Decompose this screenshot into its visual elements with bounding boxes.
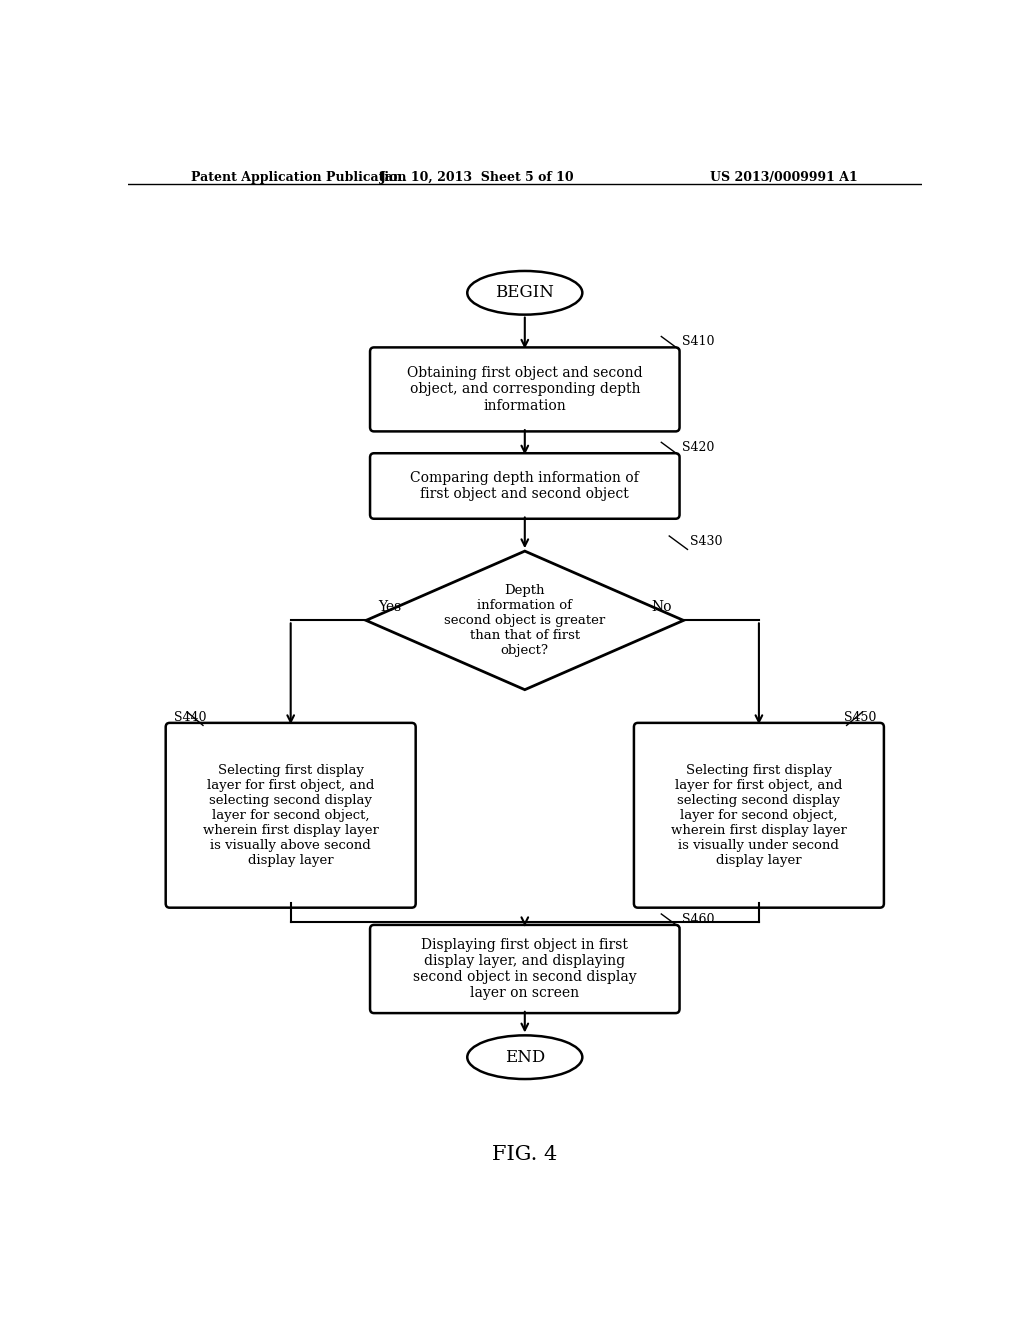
- Text: S460: S460: [682, 912, 715, 925]
- Text: BEGIN: BEGIN: [496, 284, 554, 301]
- Ellipse shape: [467, 1035, 583, 1078]
- FancyBboxPatch shape: [370, 925, 680, 1014]
- Text: Displaying first object in first
display layer, and displaying
second object in : Displaying first object in first display…: [413, 937, 637, 1001]
- Text: Depth
information of
second object is greater
than that of first
object?: Depth information of second object is gr…: [444, 583, 605, 657]
- Text: S430: S430: [690, 535, 722, 548]
- Text: Yes: Yes: [378, 599, 401, 614]
- Text: S420: S420: [682, 441, 715, 454]
- Text: Patent Application Publication: Patent Application Publication: [191, 172, 407, 183]
- Text: S450: S450: [844, 710, 876, 723]
- FancyBboxPatch shape: [634, 723, 884, 908]
- Text: S440: S440: [174, 710, 206, 723]
- FancyBboxPatch shape: [370, 453, 680, 519]
- Text: No: No: [651, 599, 672, 614]
- Ellipse shape: [467, 271, 583, 314]
- Text: Selecting first display
layer for first object, and
selecting second display
lay: Selecting first display layer for first …: [203, 764, 379, 867]
- Text: US 2013/0009991 A1: US 2013/0009991 A1: [711, 172, 858, 183]
- Text: Obtaining first object and second
object, and corresponding depth
information: Obtaining first object and second object…: [407, 366, 643, 413]
- FancyBboxPatch shape: [166, 723, 416, 908]
- Text: Selecting first display
layer for first object, and
selecting second display
lay: Selecting first display layer for first …: [671, 764, 847, 867]
- Text: Jan. 10, 2013  Sheet 5 of 10: Jan. 10, 2013 Sheet 5 of 10: [380, 172, 574, 183]
- Text: S410: S410: [682, 335, 715, 348]
- Polygon shape: [367, 552, 684, 689]
- Text: END: END: [505, 1048, 545, 1065]
- Text: FIG. 4: FIG. 4: [493, 1146, 557, 1164]
- FancyBboxPatch shape: [370, 347, 680, 432]
- Text: Comparing depth information of
first object and second object: Comparing depth information of first obj…: [411, 471, 639, 502]
